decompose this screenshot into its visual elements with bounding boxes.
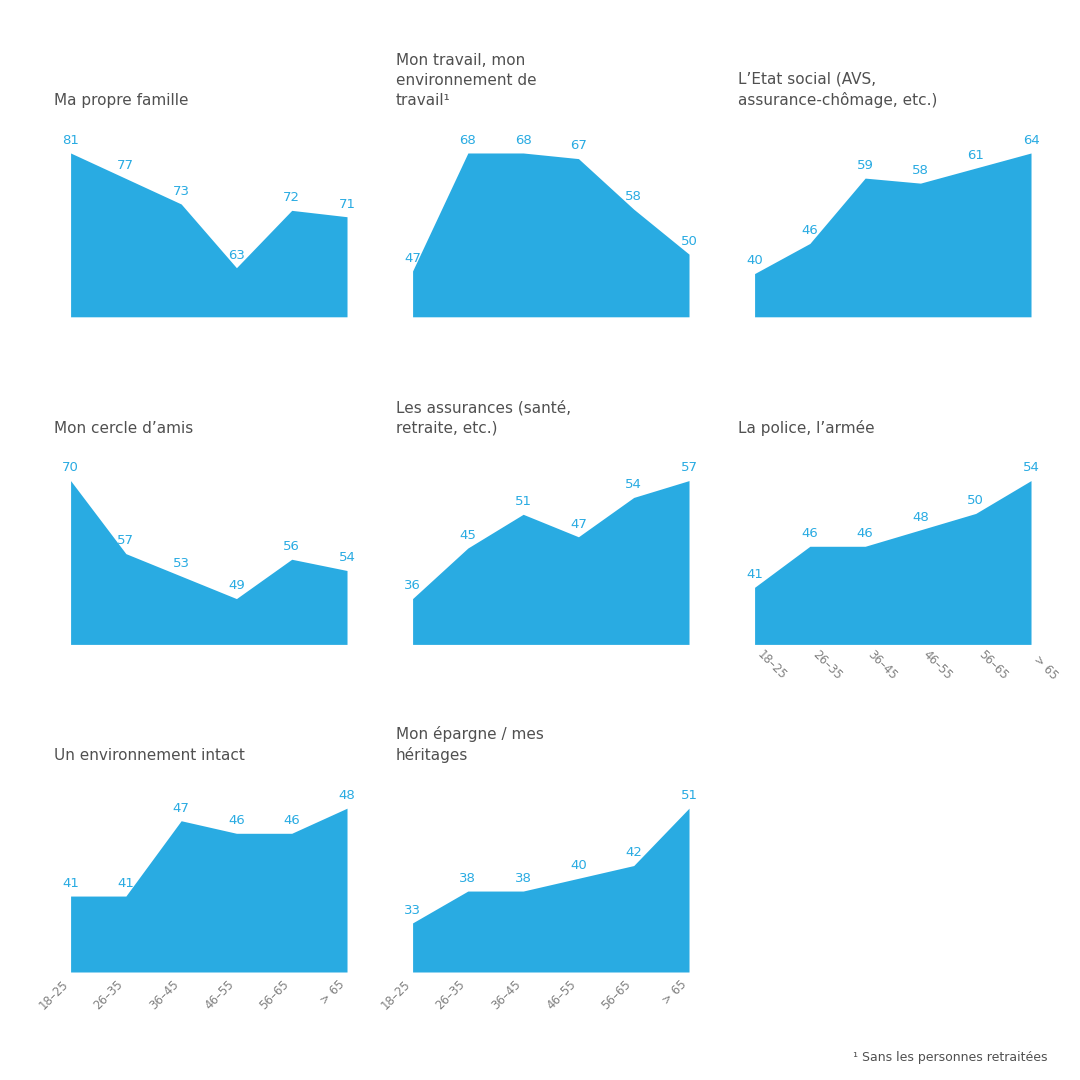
Text: 51: 51 <box>680 789 698 802</box>
Text: 61: 61 <box>968 149 984 162</box>
Text: 46: 46 <box>856 527 874 540</box>
Text: 47: 47 <box>173 801 190 814</box>
Text: Mon travail, mon
environnement de
travail¹: Mon travail, mon environnement de travai… <box>396 53 537 108</box>
Text: La police, l’armée: La police, l’armée <box>738 420 875 435</box>
Text: 46: 46 <box>801 225 819 238</box>
Text: 53: 53 <box>173 557 190 570</box>
Text: 58: 58 <box>912 164 929 177</box>
Text: 46: 46 <box>228 814 245 827</box>
Text: 54: 54 <box>625 478 643 491</box>
Text: Mon cercle d’amis: Mon cercle d’amis <box>54 420 193 435</box>
Text: ¹ Sans les personnes retraitées: ¹ Sans les personnes retraitées <box>853 1051 1048 1064</box>
Text: 49: 49 <box>228 580 245 593</box>
Text: 50: 50 <box>968 495 984 508</box>
Text: 46: 46 <box>801 527 819 540</box>
Text: 48: 48 <box>913 511 929 524</box>
Text: 46: 46 <box>283 814 300 827</box>
Text: 59: 59 <box>856 159 874 172</box>
Text: Un environnement intact: Un environnement intact <box>54 748 245 764</box>
Text: 68: 68 <box>515 134 531 147</box>
Text: 41: 41 <box>118 877 134 890</box>
Text: 36: 36 <box>404 580 421 593</box>
Text: Mon épargne / mes
héritages: Mon épargne / mes héritages <box>396 726 544 764</box>
Text: 72: 72 <box>283 191 300 204</box>
Text: Les assurances (santé,
retraite, etc.): Les assurances (santé, retraite, etc.) <box>396 401 571 435</box>
Text: L’Etat social (AVS,
assurance-chômage, etc.): L’Etat social (AVS, assurance-chômage, e… <box>738 72 937 108</box>
Text: 41: 41 <box>746 568 764 581</box>
Text: 38: 38 <box>459 872 476 885</box>
Text: Ma propre famille: Ma propre famille <box>54 93 189 108</box>
Text: 40: 40 <box>570 860 586 873</box>
Text: 67: 67 <box>570 139 586 152</box>
Text: 41: 41 <box>63 877 79 890</box>
Text: 54: 54 <box>338 552 355 565</box>
Text: 58: 58 <box>625 190 643 203</box>
Text: 33: 33 <box>404 904 421 917</box>
Text: 45: 45 <box>459 529 476 542</box>
Text: 54: 54 <box>1023 461 1039 474</box>
Text: 40: 40 <box>746 255 762 268</box>
Text: 50: 50 <box>680 235 698 248</box>
Text: 71: 71 <box>338 198 355 211</box>
Text: 63: 63 <box>228 248 245 261</box>
Text: 73: 73 <box>173 185 190 198</box>
Text: 47: 47 <box>570 517 586 530</box>
Text: 47: 47 <box>404 252 421 265</box>
Text: 77: 77 <box>118 160 134 173</box>
Text: 81: 81 <box>63 134 79 147</box>
Text: 57: 57 <box>118 535 134 548</box>
Text: 51: 51 <box>515 495 531 509</box>
Text: 64: 64 <box>1023 134 1039 147</box>
Text: 70: 70 <box>63 461 79 474</box>
Text: 57: 57 <box>680 461 698 474</box>
Text: 38: 38 <box>515 872 531 885</box>
Text: 42: 42 <box>625 847 643 860</box>
Text: 68: 68 <box>459 134 476 147</box>
Text: 56: 56 <box>283 540 300 553</box>
Text: 48: 48 <box>339 789 355 802</box>
